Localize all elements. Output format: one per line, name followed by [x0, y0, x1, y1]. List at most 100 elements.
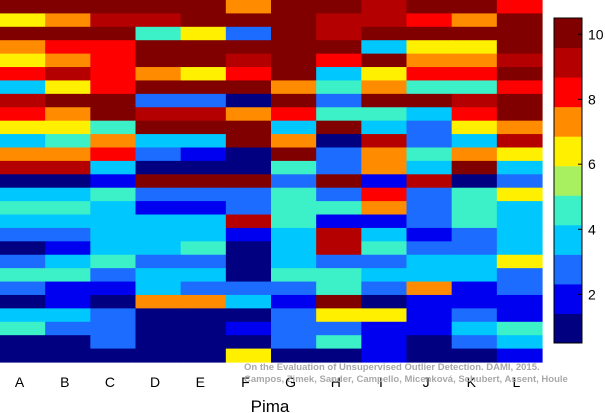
- heatmap-cell-I-13: [361, 160, 408, 175]
- heatmap-cell-A-25: [0, 321, 46, 336]
- heatmap-cell-B-7: [45, 80, 91, 95]
- heatmap-cell-I-7: [361, 80, 408, 95]
- heatmap-cell-F-27: [225, 348, 272, 363]
- heatmap-cell-F-14: [225, 174, 272, 189]
- heatmap-cell-I-17: [361, 214, 408, 229]
- colorbar-segment-7: [554, 136, 582, 167]
- heatmap-cell-B-23: [45, 294, 91, 309]
- heatmap-cell-H-22: [316, 281, 362, 296]
- x-tick-F: F: [241, 374, 250, 390]
- heatmap-cell-G-10: [271, 120, 317, 135]
- heatmap-cell-F-17: [225, 214, 272, 229]
- heatmap-cell-J-20: [406, 254, 453, 269]
- heatmap-cell-G-17: [271, 214, 317, 229]
- heatmap-cell-D-17: [135, 214, 182, 229]
- heatmap-cell-C-14: [90, 174, 137, 189]
- heatmap-cell-D-15: [135, 187, 182, 202]
- heatmap-cell-H-15: [316, 187, 362, 202]
- heatmap-cell-H-5: [316, 53, 362, 68]
- heatmap-cell-G-26: [271, 335, 317, 350]
- heatmap-cell-L-3: [496, 26, 543, 41]
- heatmap-cell-H-24: [316, 308, 362, 323]
- colorbar-tick-4: 4: [588, 221, 596, 237]
- heatmap-cell-G-19: [271, 241, 317, 256]
- heatmap-cell-A-24: [0, 308, 46, 323]
- heatmap-cell-F-16: [225, 201, 272, 216]
- heatmap-cell-K-23: [451, 294, 498, 309]
- heatmap-cell-K-21: [451, 268, 498, 283]
- heatmap-cell-K-16: [451, 201, 498, 216]
- heatmap-cell-G-9: [271, 107, 317, 122]
- x-tick-A: A: [15, 374, 25, 390]
- heatmap-cell-G-5: [271, 53, 317, 68]
- heatmap-cell-B-27: [45, 348, 91, 363]
- heatmap-cell-L-22: [496, 281, 543, 296]
- heatmap-cell-F-8: [225, 93, 272, 108]
- heatmap-cell-I-4: [361, 40, 408, 55]
- heatmap-cell-A-14: [0, 174, 46, 189]
- heatmap-cell-F-22: [225, 281, 272, 296]
- heatmap-cell-J-24: [406, 308, 453, 323]
- heatmap-cell-J-26: [406, 335, 453, 350]
- heatmap-cell-D-5: [135, 53, 182, 68]
- x-tick-C: C: [105, 374, 115, 390]
- heatmap-cell-D-27: [135, 348, 182, 363]
- heatmap-cell-A-8: [0, 93, 46, 108]
- heatmap-cell-C-9: [90, 107, 137, 122]
- heatmap-cell-H-10: [316, 120, 362, 135]
- heatmap-cell-G-6: [271, 67, 317, 82]
- heatmap-cell-B-25: [45, 321, 91, 336]
- heatmap-cell-B-8: [45, 93, 91, 108]
- heatmap-cell-D-14: [135, 174, 182, 189]
- heatmap-cell-H-4: [316, 40, 362, 55]
- heatmap-cell-B-2: [45, 13, 91, 28]
- heatmap-cell-K-10: [451, 120, 498, 135]
- heatmap-cell-B-11: [45, 134, 91, 149]
- heatmap-cell-L-27: [496, 348, 543, 363]
- heatmap-cell-E-18: [180, 227, 227, 242]
- colorbar-segment-4: [554, 224, 582, 255]
- heatmap-cell-F-7: [225, 80, 272, 95]
- heatmap-cell-D-25: [135, 321, 182, 336]
- heatmap-cell-C-22: [90, 281, 137, 296]
- heatmap-cell-F-5: [225, 53, 272, 68]
- heatmap-cell-H-14: [316, 174, 362, 189]
- colorbar-tick-6: 6: [588, 156, 596, 172]
- heatmap-cell-E-14: [180, 174, 227, 189]
- heatmap-cell-E-17: [180, 214, 227, 229]
- heatmap-cell-L-9: [496, 107, 543, 122]
- heatmap-cell-J-5: [406, 53, 453, 68]
- colorbar-segment-5: [554, 195, 582, 226]
- x-tick-L: L: [513, 374, 521, 390]
- heatmap-cell-D-10: [135, 120, 182, 135]
- heatmap-cell-A-4: [0, 40, 46, 55]
- heatmap-cell-A-5: [0, 53, 46, 68]
- heatmap-cell-G-2: [271, 13, 317, 28]
- heatmap-cell-L-10: [496, 120, 543, 135]
- heatmap-cell-A-6: [0, 67, 46, 82]
- heatmap-cell-L-12: [496, 147, 543, 162]
- heatmap-cell-B-12: [45, 147, 91, 162]
- heatmap-cell-A-12: [0, 147, 46, 162]
- heatmap-cell-J-12: [406, 147, 453, 162]
- heatmap-cell-C-12: [90, 147, 137, 162]
- heatmap-cell-A-19: [0, 241, 46, 256]
- heatmap-cell-I-26: [361, 335, 408, 350]
- heatmap-cell-G-20: [271, 254, 317, 269]
- heatmap-cell-L-16: [496, 201, 543, 216]
- heatmap-cell-H-3: [316, 26, 362, 41]
- x-tick-K: K: [467, 374, 477, 390]
- heatmap-cell-J-16: [406, 201, 453, 216]
- heatmap-cell-K-5: [451, 53, 498, 68]
- heatmap-cell-E-12: [180, 147, 227, 162]
- heatmap-cell-C-27: [90, 348, 137, 363]
- heatmap-cell-C-5: [90, 53, 137, 68]
- heatmap-cell-K-2: [451, 13, 498, 28]
- heatmap-cell-A-17: [0, 214, 46, 229]
- x-tick-labels: A B C D E F G H I J K L: [15, 374, 521, 390]
- colorbar-segment-9: [554, 77, 582, 108]
- heatmap-cell-A-13: [0, 160, 46, 175]
- x-tick-D: D: [150, 374, 160, 390]
- heatmap-cell-F-15: [225, 187, 272, 202]
- heatmap-cell-K-14: [451, 174, 498, 189]
